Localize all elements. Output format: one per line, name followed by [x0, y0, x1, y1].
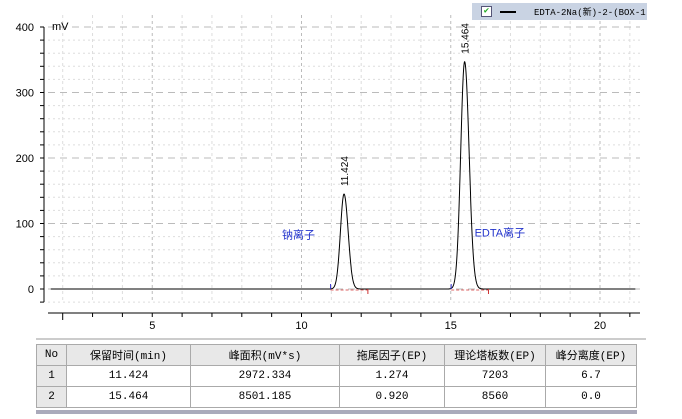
cell: 0.920 [339, 386, 445, 408]
table-scrollbar[interactable] [36, 410, 637, 414]
y-tick-label: 100 [16, 219, 34, 231]
cell: 8560 [444, 386, 546, 408]
divider [36, 338, 646, 340]
header-area: 峰面积(mV*s) [190, 344, 340, 366]
table-row[interactable]: 2 15.464 8501.185 0.920 8560 0.0 [36, 386, 637, 408]
peak-rt-label: 11.424 [340, 156, 351, 186]
x-tick-label: 20 [594, 320, 606, 332]
y-tick-label: 200 [16, 153, 34, 165]
table-row[interactable]: 1 11.424 2972.334 1.274 7203 6.7 [36, 365, 637, 387]
legend-checkbox[interactable]: ✔ [481, 6, 492, 17]
peak-name-label: 钠离子 [282, 228, 315, 242]
header-tailing: 拖尾因子(EP) [339, 344, 445, 366]
header-no: No [36, 344, 67, 366]
cell: 2 [36, 386, 67, 408]
x-tick-label: 15 [445, 320, 457, 332]
header-rt: 保留时间(min) [66, 344, 191, 366]
cell: 2972.334 [190, 365, 340, 387]
y-tick-label: 300 [16, 88, 34, 100]
peak-name-label: EDTA离子 [475, 226, 526, 240]
legend-label: EDTA-2Na(新)-2-(BOX-1 [534, 8, 646, 18]
header-plates: 理论塔板数(EP) [444, 344, 546, 366]
cell: 8501.185 [190, 386, 340, 408]
legend-line-icon [500, 10, 516, 13]
x-tick-label: 5 [149, 320, 155, 332]
peak-table: No 保留时间(min) 峰面积(mV*s) 拖尾因子(EP) 理论塔板数(EP… [36, 344, 637, 408]
y-tick-label: 0 [28, 284, 34, 296]
chromatogram-trace [50, 61, 636, 290]
cell: 1.274 [339, 365, 445, 387]
cell: 11.424 [66, 365, 191, 387]
header-resolution: 峰分离度(EP) [545, 344, 637, 366]
table-header-row: No 保留时间(min) 峰面积(mV*s) 拖尾因子(EP) 理论塔板数(EP… [36, 344, 637, 366]
cell: 0.0 [545, 386, 637, 408]
y-axis-unit: mV [52, 21, 69, 33]
legend[interactable]: ✔ EDTA-2Na(新)-2-(BOX-1 [472, 3, 647, 20]
y-tick-label: 400 [16, 22, 34, 34]
peak-rt-label: 15.464 [461, 23, 472, 54]
cell: 15.464 [66, 386, 191, 408]
cell: 6.7 [545, 365, 637, 387]
chromatogram-chart: 0 100 200 300 400 mV 5 10 15 20 11.424 钠离子 15.464 EDT… [16, 15, 640, 332]
cell: 7203 [444, 365, 546, 387]
cell: 1 [36, 365, 67, 387]
x-tick-label: 10 [295, 320, 307, 332]
